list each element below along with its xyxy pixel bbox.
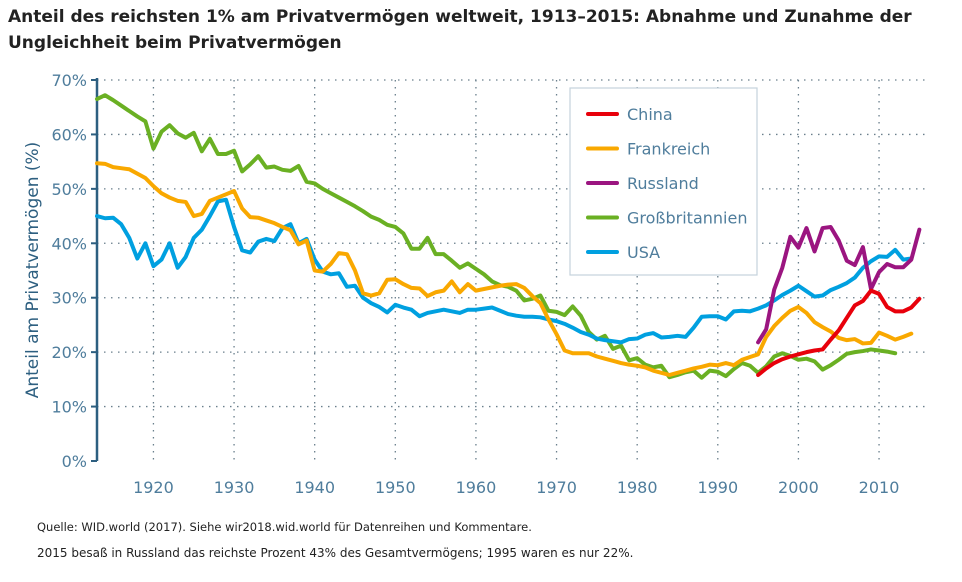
x-tick-label: 2000 [778, 478, 819, 497]
series-line-usa [95, 197, 914, 345]
y-tick-label: 0% [62, 452, 87, 471]
series-line-russland [756, 224, 922, 345]
legend: China Frankreich Russland Großbritannien USA [569, 87, 758, 276]
x-tick-label: 1950 [375, 478, 416, 497]
grid [97, 79, 925, 461]
series-lines [95, 93, 922, 380]
y-tick-label: 60% [51, 125, 87, 144]
source-note: Quelle: WID.world (2017). Siehe wir2018.… [37, 520, 532, 534]
legend-label: Frankreich [627, 140, 710, 159]
x-tick-label: 1970 [536, 478, 577, 497]
footnote: 2015 besaß in Russland das reichste Proz… [37, 546, 634, 560]
y-tick-label: 20% [51, 343, 87, 362]
x-tick-label: 1960 [456, 478, 497, 497]
series-line-frankreich [95, 161, 914, 378]
legend-label: Großbritannien [627, 209, 747, 228]
x-tick-label: 1990 [697, 478, 738, 497]
chart-title: Anteil des reichsten 1% am Privatvermöge… [8, 7, 912, 53]
series-line-china [756, 288, 922, 378]
x-tick-label: 1930 [214, 478, 255, 497]
y-tick-label: 10% [51, 398, 87, 417]
x-tick-label: 2010 [859, 478, 900, 497]
y-tick-label: 70% [51, 71, 87, 90]
legend-label: USA [627, 243, 660, 262]
legend-label: China [627, 105, 673, 124]
x-tick-label: 1920 [133, 478, 174, 497]
y-tick-label: 50% [51, 180, 87, 199]
axes: 0% 10% 20% 30% 40% 50% 60% 70% 1920 1930 1940 1950 1… [51, 71, 899, 497]
y-tick-label: 30% [51, 289, 87, 308]
legend-label: Russland [627, 174, 699, 193]
x-tick-label: 1980 [617, 478, 658, 497]
y-axis-label: Anteil am Privatvermögen (%) [23, 142, 43, 399]
y-tick-label: 40% [51, 234, 87, 253]
series-line-großbritannien [95, 93, 898, 380]
x-tick-label: 1940 [294, 478, 335, 497]
